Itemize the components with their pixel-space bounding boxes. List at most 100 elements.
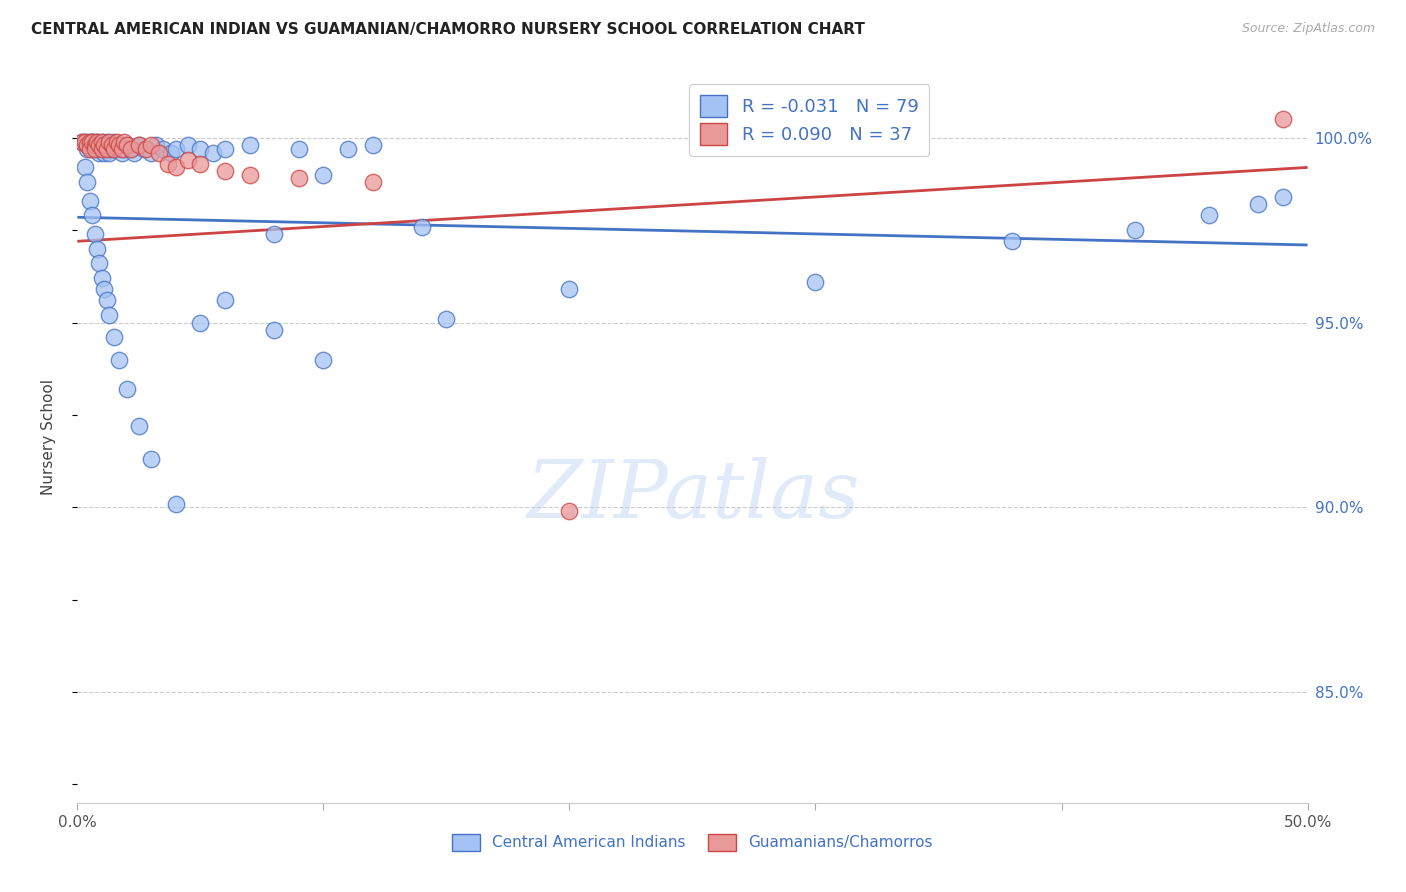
Point	[98, 308, 121, 322]
Point	[86, 142, 108, 156]
Point	[121, 142, 143, 156]
Point	[83, 138, 105, 153]
Point	[111, 142, 132, 156]
Point	[76, 175, 98, 189]
Point	[361, 175, 384, 189]
Point	[76, 142, 98, 156]
Point	[288, 171, 311, 186]
Point	[263, 227, 285, 241]
Point	[115, 138, 138, 153]
Point	[73, 135, 96, 149]
Point	[112, 142, 135, 156]
Point	[148, 145, 170, 160]
Point	[141, 138, 163, 153]
Point	[201, 145, 224, 160]
Point	[79, 135, 101, 149]
Point	[112, 135, 135, 149]
Point	[411, 219, 433, 234]
Point	[103, 142, 125, 156]
Point	[165, 142, 187, 156]
Point	[1272, 190, 1295, 204]
Point	[188, 157, 212, 171]
Point	[86, 135, 108, 149]
Point	[145, 138, 167, 153]
Point	[86, 135, 108, 149]
Point	[79, 194, 101, 208]
Point	[89, 256, 111, 270]
Point	[89, 138, 111, 153]
Point	[96, 142, 118, 156]
Point	[98, 135, 121, 149]
Point	[128, 138, 150, 153]
Point	[1001, 235, 1024, 249]
Point	[361, 138, 384, 153]
Point	[111, 145, 132, 160]
Point	[83, 227, 105, 241]
Point	[165, 497, 187, 511]
Point	[105, 138, 128, 153]
Legend: Central American Indians, Guamanians/Chamorros: Central American Indians, Guamanians/Cha…	[446, 828, 939, 857]
Point	[558, 504, 581, 518]
Point	[108, 142, 131, 156]
Point	[90, 142, 114, 156]
Point	[135, 142, 157, 156]
Point	[108, 138, 131, 153]
Point	[160, 145, 183, 160]
Point	[83, 135, 105, 149]
Point	[79, 135, 101, 149]
Point	[83, 138, 105, 153]
Point	[1125, 223, 1147, 237]
Point	[96, 135, 118, 149]
Text: CENTRAL AMERICAN INDIAN VS GUAMANIAN/CHAMORRO NURSERY SCHOOL CORRELATION CHART: CENTRAL AMERICAN INDIAN VS GUAMANIAN/CHA…	[31, 22, 865, 37]
Point	[73, 135, 96, 149]
Point	[93, 282, 115, 296]
Point	[152, 142, 174, 156]
Point	[188, 316, 212, 330]
Point	[105, 135, 128, 149]
Point	[93, 138, 115, 153]
Point	[101, 142, 124, 156]
Point	[165, 161, 187, 175]
Point	[214, 142, 236, 156]
Point	[312, 168, 335, 182]
Point	[141, 452, 163, 467]
Point	[558, 282, 581, 296]
Point	[122, 145, 145, 160]
Point	[93, 138, 115, 153]
Point	[263, 323, 285, 337]
Point	[82, 142, 104, 156]
Point	[157, 157, 180, 171]
Point	[82, 209, 104, 223]
Point	[239, 168, 262, 182]
Point	[90, 135, 114, 149]
Point	[83, 142, 105, 156]
Point	[76, 138, 98, 153]
Point	[436, 311, 458, 326]
Point	[115, 382, 138, 396]
Text: Source: ZipAtlas.com: Source: ZipAtlas.com	[1241, 22, 1375, 36]
Point	[804, 275, 827, 289]
Point	[177, 138, 200, 153]
Point	[101, 138, 124, 153]
Point	[76, 138, 98, 153]
Point	[79, 138, 101, 153]
Point	[82, 135, 104, 149]
Point	[128, 138, 150, 153]
Point	[98, 145, 121, 160]
Point	[70, 135, 93, 149]
Y-axis label: Nursery School: Nursery School	[42, 379, 56, 495]
Point	[96, 142, 118, 156]
Point	[214, 293, 236, 308]
Point	[214, 164, 236, 178]
Point	[96, 293, 118, 308]
Point	[90, 135, 114, 149]
Point	[312, 352, 335, 367]
Point	[1198, 209, 1220, 223]
Point	[288, 142, 311, 156]
Point	[89, 145, 111, 160]
Point	[132, 142, 155, 156]
Point	[1247, 197, 1270, 211]
Point	[70, 135, 93, 149]
Point	[90, 271, 114, 285]
Point	[79, 142, 101, 156]
